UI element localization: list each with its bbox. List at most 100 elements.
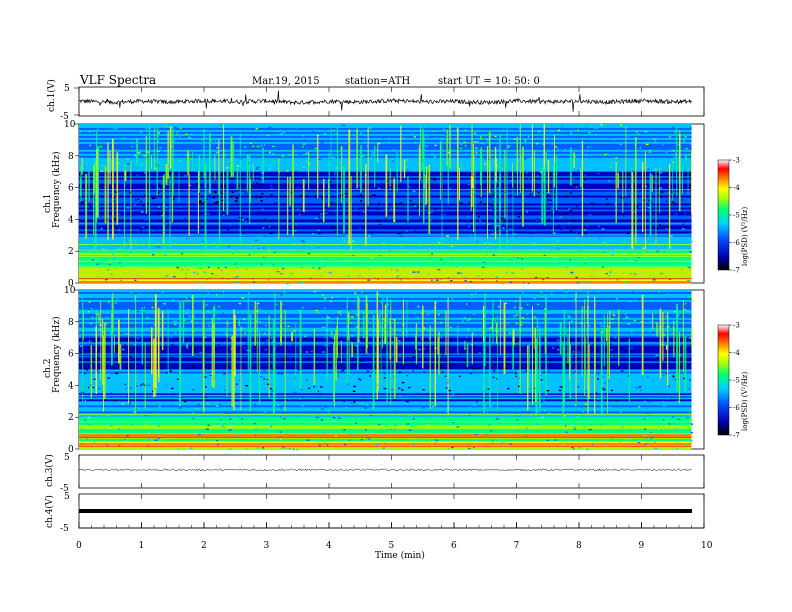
spectrum-speckle [440, 367, 443, 369]
spectrum-speckle [677, 313, 680, 315]
spectrum-speckle [440, 258, 443, 261]
sferic-streak [165, 164, 168, 185]
spectrum-speckle [647, 168, 650, 170]
spectrum-speckle [161, 215, 164, 217]
frequency-band [79, 417, 692, 420]
spectrum-speckle [369, 375, 371, 377]
spectrum-speckle [128, 252, 131, 254]
spectrum-speckle [366, 437, 368, 440]
sferic-streak [308, 151, 310, 190]
spectrum-speckle [461, 216, 464, 218]
spectrum-speckle [259, 264, 261, 267]
spectrum-speckle [509, 282, 511, 284]
spectrum-speckle [441, 336, 443, 339]
spectrum-speckle [263, 411, 267, 413]
spectrum-speckle [603, 262, 606, 264]
spectrum-speckle [241, 217, 244, 219]
spectrum-speckle [259, 308, 262, 310]
spectrum-speckle [457, 393, 459, 395]
spectrum-speckle [681, 199, 683, 201]
spectrum-speckle [175, 341, 179, 344]
spectrum-speckle [310, 350, 313, 352]
sferic-streak [155, 310, 157, 397]
spectrum-speckle [211, 168, 213, 170]
spectrum-speckle [298, 369, 301, 371]
spectrum-speckle [672, 376, 675, 378]
spectrum-speckle [153, 415, 155, 417]
frequency-band [79, 201, 692, 204]
spectrum-speckle [131, 223, 133, 226]
spectrum-speckle [636, 299, 638, 302]
spectrum-speckle [472, 367, 475, 370]
spectrum-speckle [326, 185, 329, 187]
frequency-band [79, 371, 692, 374]
spectrum-speckle [625, 313, 627, 315]
ch1-xticks [78, 87, 705, 116]
spectrum-speckle [535, 218, 539, 221]
spectrum-speckle [222, 250, 224, 252]
spectrum-speckle [255, 239, 258, 242]
spectrum-speckle [361, 402, 364, 404]
spectrum-speckle [554, 351, 557, 353]
sferic-streak [516, 136, 518, 171]
spectrum-speckle [659, 402, 662, 404]
spectrum-speckle [187, 296, 190, 299]
spectrum-speckle [107, 377, 110, 379]
sferic-streak [151, 155, 152, 169]
sferic-streak [587, 305, 589, 325]
spectrum-speckle [383, 433, 385, 436]
spectrum-speckle [657, 389, 659, 392]
spectrum-speckle [567, 315, 569, 317]
sferic-streak [203, 129, 205, 179]
sferic-streak [424, 166, 426, 190]
spectrum-speckle [378, 423, 381, 426]
spectrum-speckle [145, 317, 149, 319]
spectrum-speckle [656, 356, 659, 359]
spectrum-speckle [447, 418, 449, 420]
spectrum-speckle [311, 402, 314, 405]
spectrum-speckle [514, 305, 516, 308]
sferic-streak [101, 318, 104, 385]
spectrum-speckle [349, 281, 351, 283]
spectrum-speckle [494, 364, 496, 366]
spectrum-speckle [110, 392, 112, 394]
spectrum-speckle [220, 158, 222, 161]
frequency-band [79, 193, 692, 196]
spectrum-speckle [323, 297, 327, 300]
spectrum-speckle [418, 348, 421, 351]
spectrum-speckle [124, 383, 127, 386]
spectrum-speckle [109, 263, 111, 266]
spectrum-speckle [665, 151, 668, 154]
spectrum-speckle [528, 232, 530, 234]
frequency-band [79, 415, 692, 418]
spectrum-speckle [533, 297, 536, 300]
frequency-band [79, 407, 692, 410]
spectrum-speckle [644, 256, 647, 258]
spectrum-speckle [467, 225, 471, 228]
spectrum-speckle [138, 151, 141, 154]
spectrum-speckle [115, 344, 118, 347]
sferic-streak [333, 342, 335, 402]
spectrum-speckle [569, 229, 573, 232]
spectrum-speckle [207, 190, 210, 192]
spectrum-speckle [625, 345, 628, 347]
ch2-colorbar: -3-4-5-6-7 log(PSD) (V²/Hz) [717, 322, 749, 440]
spectrum-speckle [425, 422, 428, 424]
spectrum-speckle [437, 261, 439, 263]
sferic-streak [374, 145, 376, 188]
spectrum-speckle [79, 352, 82, 354]
sferic-streak [123, 163, 125, 250]
spectrum-speckle [253, 281, 256, 283]
spectrum-speckle [645, 143, 649, 146]
sferic-streak [446, 129, 448, 166]
spectrum-speckle [610, 389, 613, 392]
spectrum-speckle [169, 370, 172, 372]
spectrum-speckle [377, 172, 381, 174]
spectrum-speckle [120, 372, 122, 374]
sferic-streak [330, 125, 332, 168]
spectrum-speckle [640, 434, 643, 436]
spectrum-speckle [606, 203, 609, 205]
spectrum-speckle [326, 316, 330, 319]
spectrum-speckle [397, 232, 401, 235]
spectrum-speckle [188, 315, 192, 317]
